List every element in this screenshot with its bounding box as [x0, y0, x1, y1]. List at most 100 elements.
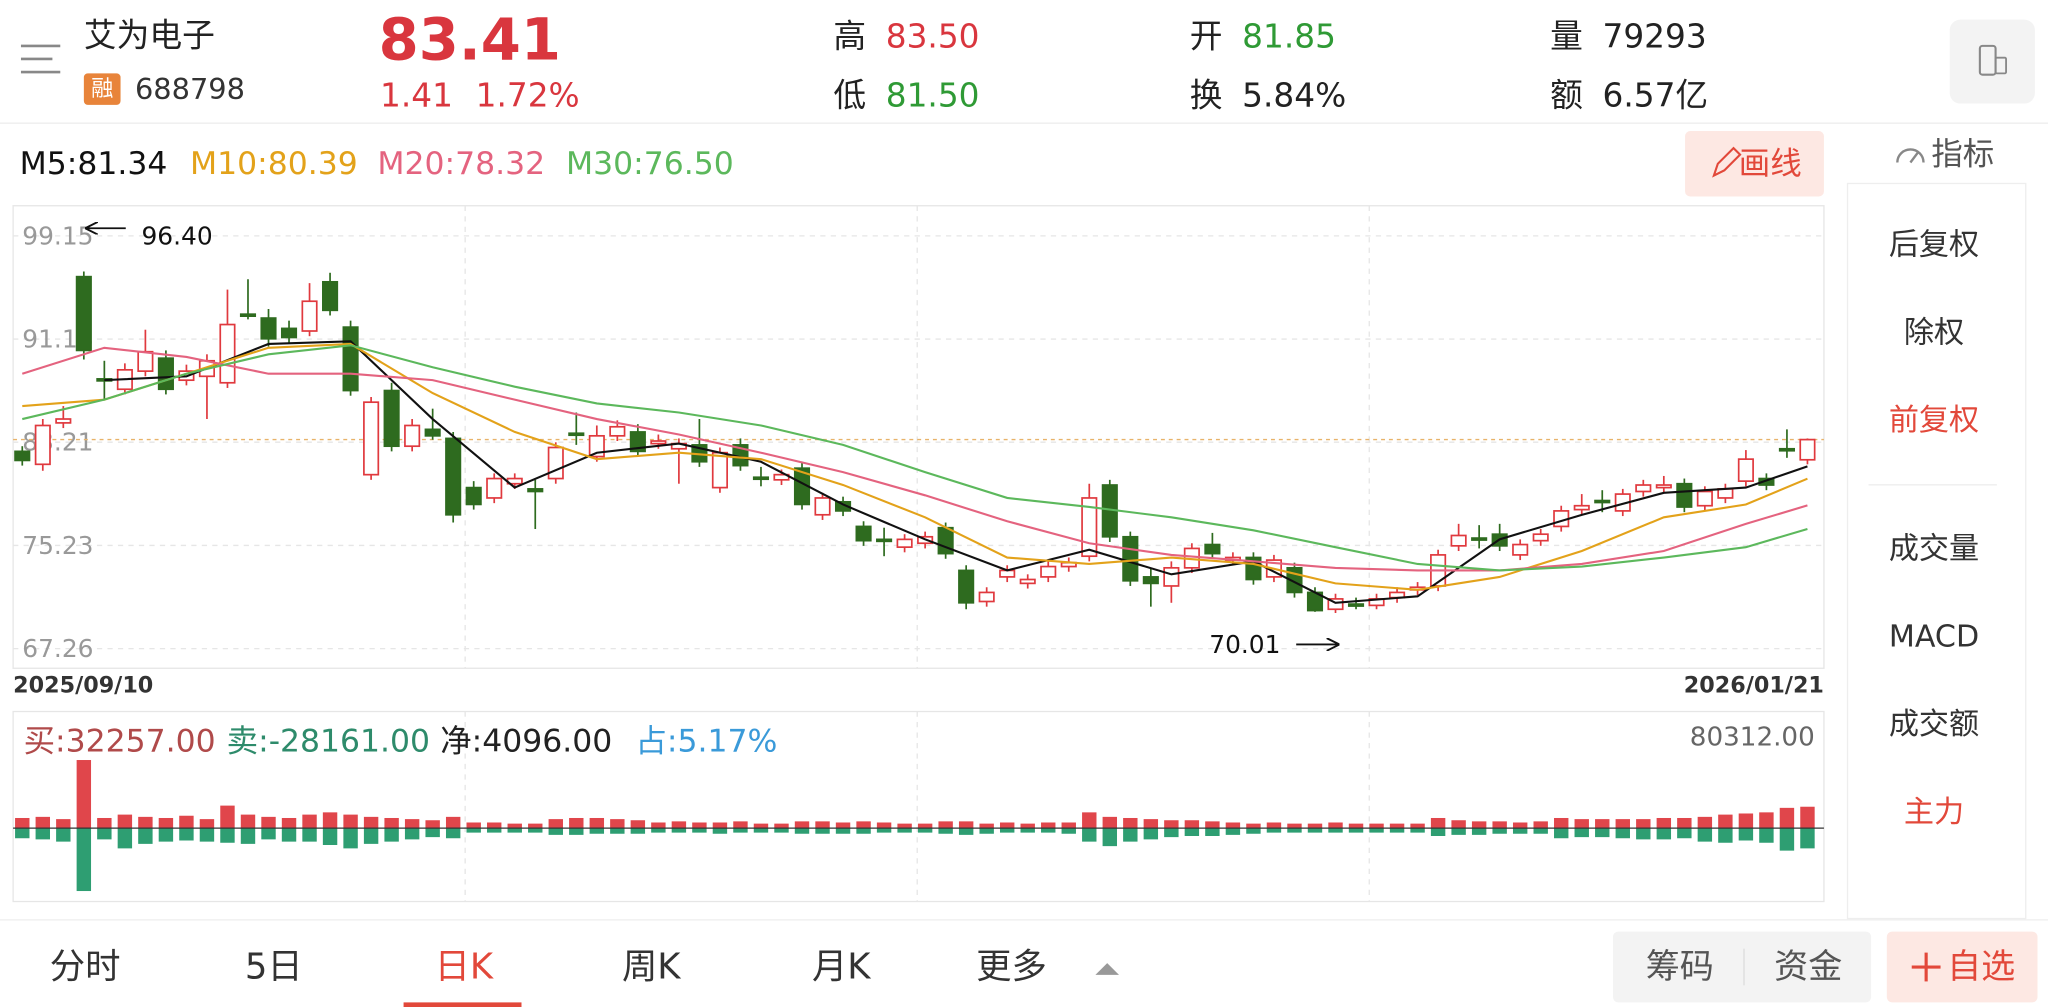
flow-bar	[15, 817, 30, 829]
flow-bar	[1533, 828, 1548, 834]
flow-bar	[1718, 828, 1733, 843]
flow-bar	[1697, 828, 1713, 842]
flow-bar	[179, 815, 194, 829]
price: 83.41	[379, 5, 561, 73]
candle-body	[1696, 490, 1713, 507]
flow-bar	[917, 823, 933, 829]
stock-code: 688798	[135, 72, 245, 106]
flow-bar	[384, 828, 399, 842]
candle-body	[322, 280, 339, 312]
flow-bar	[569, 817, 584, 829]
flow-bar	[281, 828, 297, 842]
flow-bar	[343, 828, 358, 849]
flow-bar	[117, 828, 133, 849]
flow-bar	[445, 816, 461, 829]
y-tick-label: 80312.00	[1690, 723, 1815, 753]
flow-bar	[363, 816, 379, 829]
x-edge-label: 2026/01/21	[1684, 672, 1824, 698]
candle-body	[978, 591, 995, 603]
flow-bar	[1102, 828, 1118, 847]
candle-body	[34, 424, 51, 466]
flow-bar	[1430, 828, 1446, 836]
flow-bar	[548, 828, 563, 835]
flow-bar	[1287, 823, 1302, 829]
sidebar-item[interactable]: MACD	[1889, 619, 1979, 654]
tool-button[interactable]: 资金	[1774, 947, 1842, 987]
price-panel	[12, 205, 1825, 669]
tab[interactable]: 5日	[245, 947, 303, 988]
sidebar-item[interactable]: 成交额	[1889, 707, 1979, 742]
candle-body	[1573, 504, 1590, 511]
candle-body	[1471, 537, 1488, 541]
candle-body	[1799, 438, 1816, 461]
candle-body	[876, 538, 893, 543]
stat-label: 高	[833, 18, 866, 56]
ma-line	[104, 340, 1808, 604]
flow-legend: 卖:-28161.00	[227, 724, 430, 760]
flow-bar	[1615, 819, 1630, 829]
candle-body	[834, 500, 852, 512]
tab[interactable]: 月K	[812, 947, 871, 988]
candle-body	[14, 450, 31, 462]
flow-bar	[1205, 821, 1220, 829]
flow-bar	[466, 828, 481, 833]
ma-legend: M10:80.39	[190, 146, 358, 182]
candle-body	[1758, 477, 1775, 486]
tool-buttons	[1612, 931, 1872, 1003]
flow-bar	[876, 822, 892, 829]
tool-button[interactable]: 筹码	[1646, 947, 1714, 987]
candle-body	[55, 418, 72, 424]
flow-bar	[425, 820, 440, 829]
more-triangle[interactable]	[1095, 963, 1119, 975]
stat-label: 量	[1550, 18, 1583, 56]
flow-bar	[1677, 817, 1692, 829]
orientation-button[interactable]	[1949, 19, 2035, 104]
candle-body	[260, 317, 277, 340]
candle-body	[814, 497, 831, 516]
flow-bar	[1266, 822, 1282, 829]
sidebar-item[interactable]: 前复权	[1889, 403, 1979, 438]
stat-value: 79293	[1602, 18, 1706, 56]
stat-label: 开	[1190, 18, 1223, 56]
flow-bar	[384, 817, 399, 829]
watchlist-button[interactable]	[1886, 931, 2038, 1003]
candle-body	[424, 428, 441, 437]
flow-bar	[1410, 828, 1425, 833]
flow-bar	[651, 822, 666, 829]
sidebar-item[interactable]: 除权	[1904, 315, 1964, 350]
flow-bar	[1759, 828, 1774, 843]
candle-body	[1655, 484, 1672, 489]
tab[interactable]: 周K	[622, 947, 681, 988]
flow-bar	[1595, 819, 1610, 829]
ma-line	[22, 342, 1808, 591]
draw-button-label: 画线	[1739, 146, 1802, 182]
menu-icon[interactable]	[20, 44, 61, 74]
flow-bar	[281, 817, 297, 829]
flow-bar	[1492, 821, 1507, 829]
flow-bar	[1184, 820, 1200, 829]
draw-button[interactable]	[1685, 131, 1824, 197]
sidebar-item[interactable]: 后复权	[1889, 228, 1979, 263]
annotation-label: 70.01	[1209, 630, 1280, 659]
sidebar-item[interactable]: 成交量	[1889, 532, 1979, 567]
tab[interactable]: 更多	[976, 947, 1047, 988]
candle-body	[1737, 458, 1754, 482]
flow-bar	[240, 814, 256, 829]
watchlist-label[interactable]: 自选	[1947, 947, 2015, 987]
sidebar-item[interactable]: 主力	[1904, 795, 1964, 830]
y-tick-label: 99.15	[22, 221, 93, 250]
x-edge-label: 2025/09/10	[13, 672, 153, 698]
tab[interactable]: 分时	[50, 947, 121, 988]
candle-body	[1019, 578, 1036, 585]
candle-body	[157, 357, 174, 391]
candle-body	[1635, 484, 1652, 493]
tab[interactable]: 日K	[435, 947, 494, 988]
ma-legend: M30:76.50	[566, 146, 734, 182]
candle-body	[1676, 482, 1693, 508]
flow-bar	[1369, 828, 1384, 833]
flow-bar	[733, 821, 748, 829]
flow-bar	[1307, 823, 1323, 829]
candle-body	[1532, 533, 1549, 542]
flow-bar	[938, 828, 953, 834]
flow-bar	[630, 828, 646, 834]
